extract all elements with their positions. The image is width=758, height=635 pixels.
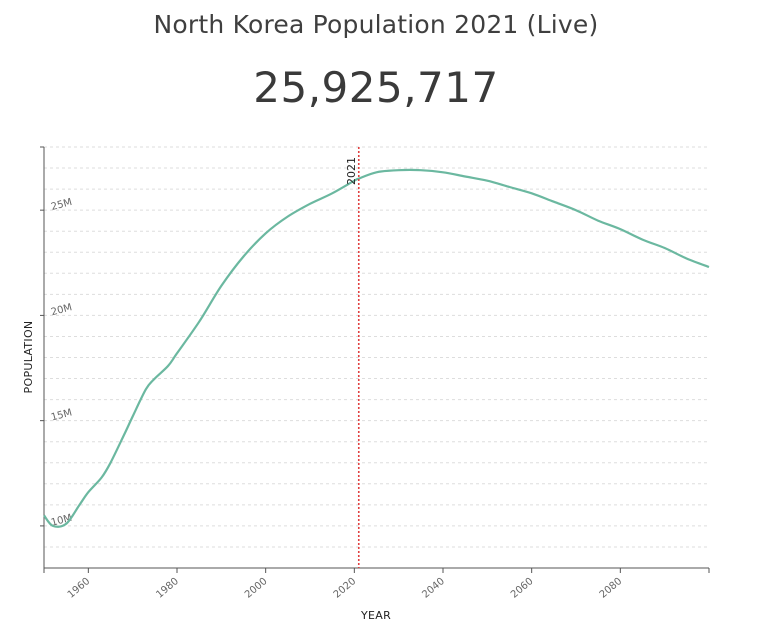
- population-line: [43, 168, 710, 528]
- x-tick-label: 2020: [332, 576, 359, 601]
- axes: 1960 1980 2000 2020 2040 2060 2080 10M 15M 20M 25M: [40, 146, 710, 601]
- current-year-marker: 2021: [345, 147, 360, 568]
- x-tick-label: 2080: [598, 576, 625, 601]
- x-tick-label: 1980: [154, 576, 181, 601]
- x-axis-title: YEAR: [360, 609, 391, 622]
- y-tick-label: 20M: [50, 302, 73, 318]
- y-tick-label: 25M: [50, 197, 73, 213]
- live-population-counter: 25,925,717: [253, 63, 499, 112]
- series-group: [43, 168, 710, 528]
- marker-label: 2021: [345, 157, 358, 185]
- x-tick-label: 2060: [509, 576, 536, 601]
- gridlines: [44, 146, 709, 548]
- y-tick-label: 10M: [50, 513, 73, 529]
- y-tick-label: 15M: [50, 407, 73, 423]
- page-title: North Korea Population 2021 (Live): [153, 10, 599, 39]
- x-tick-label: 1960: [66, 576, 93, 601]
- x-tick-label: 2040: [420, 576, 447, 601]
- x-tick-label: 2000: [243, 576, 270, 601]
- y-axis-title: POPULATION: [22, 321, 35, 394]
